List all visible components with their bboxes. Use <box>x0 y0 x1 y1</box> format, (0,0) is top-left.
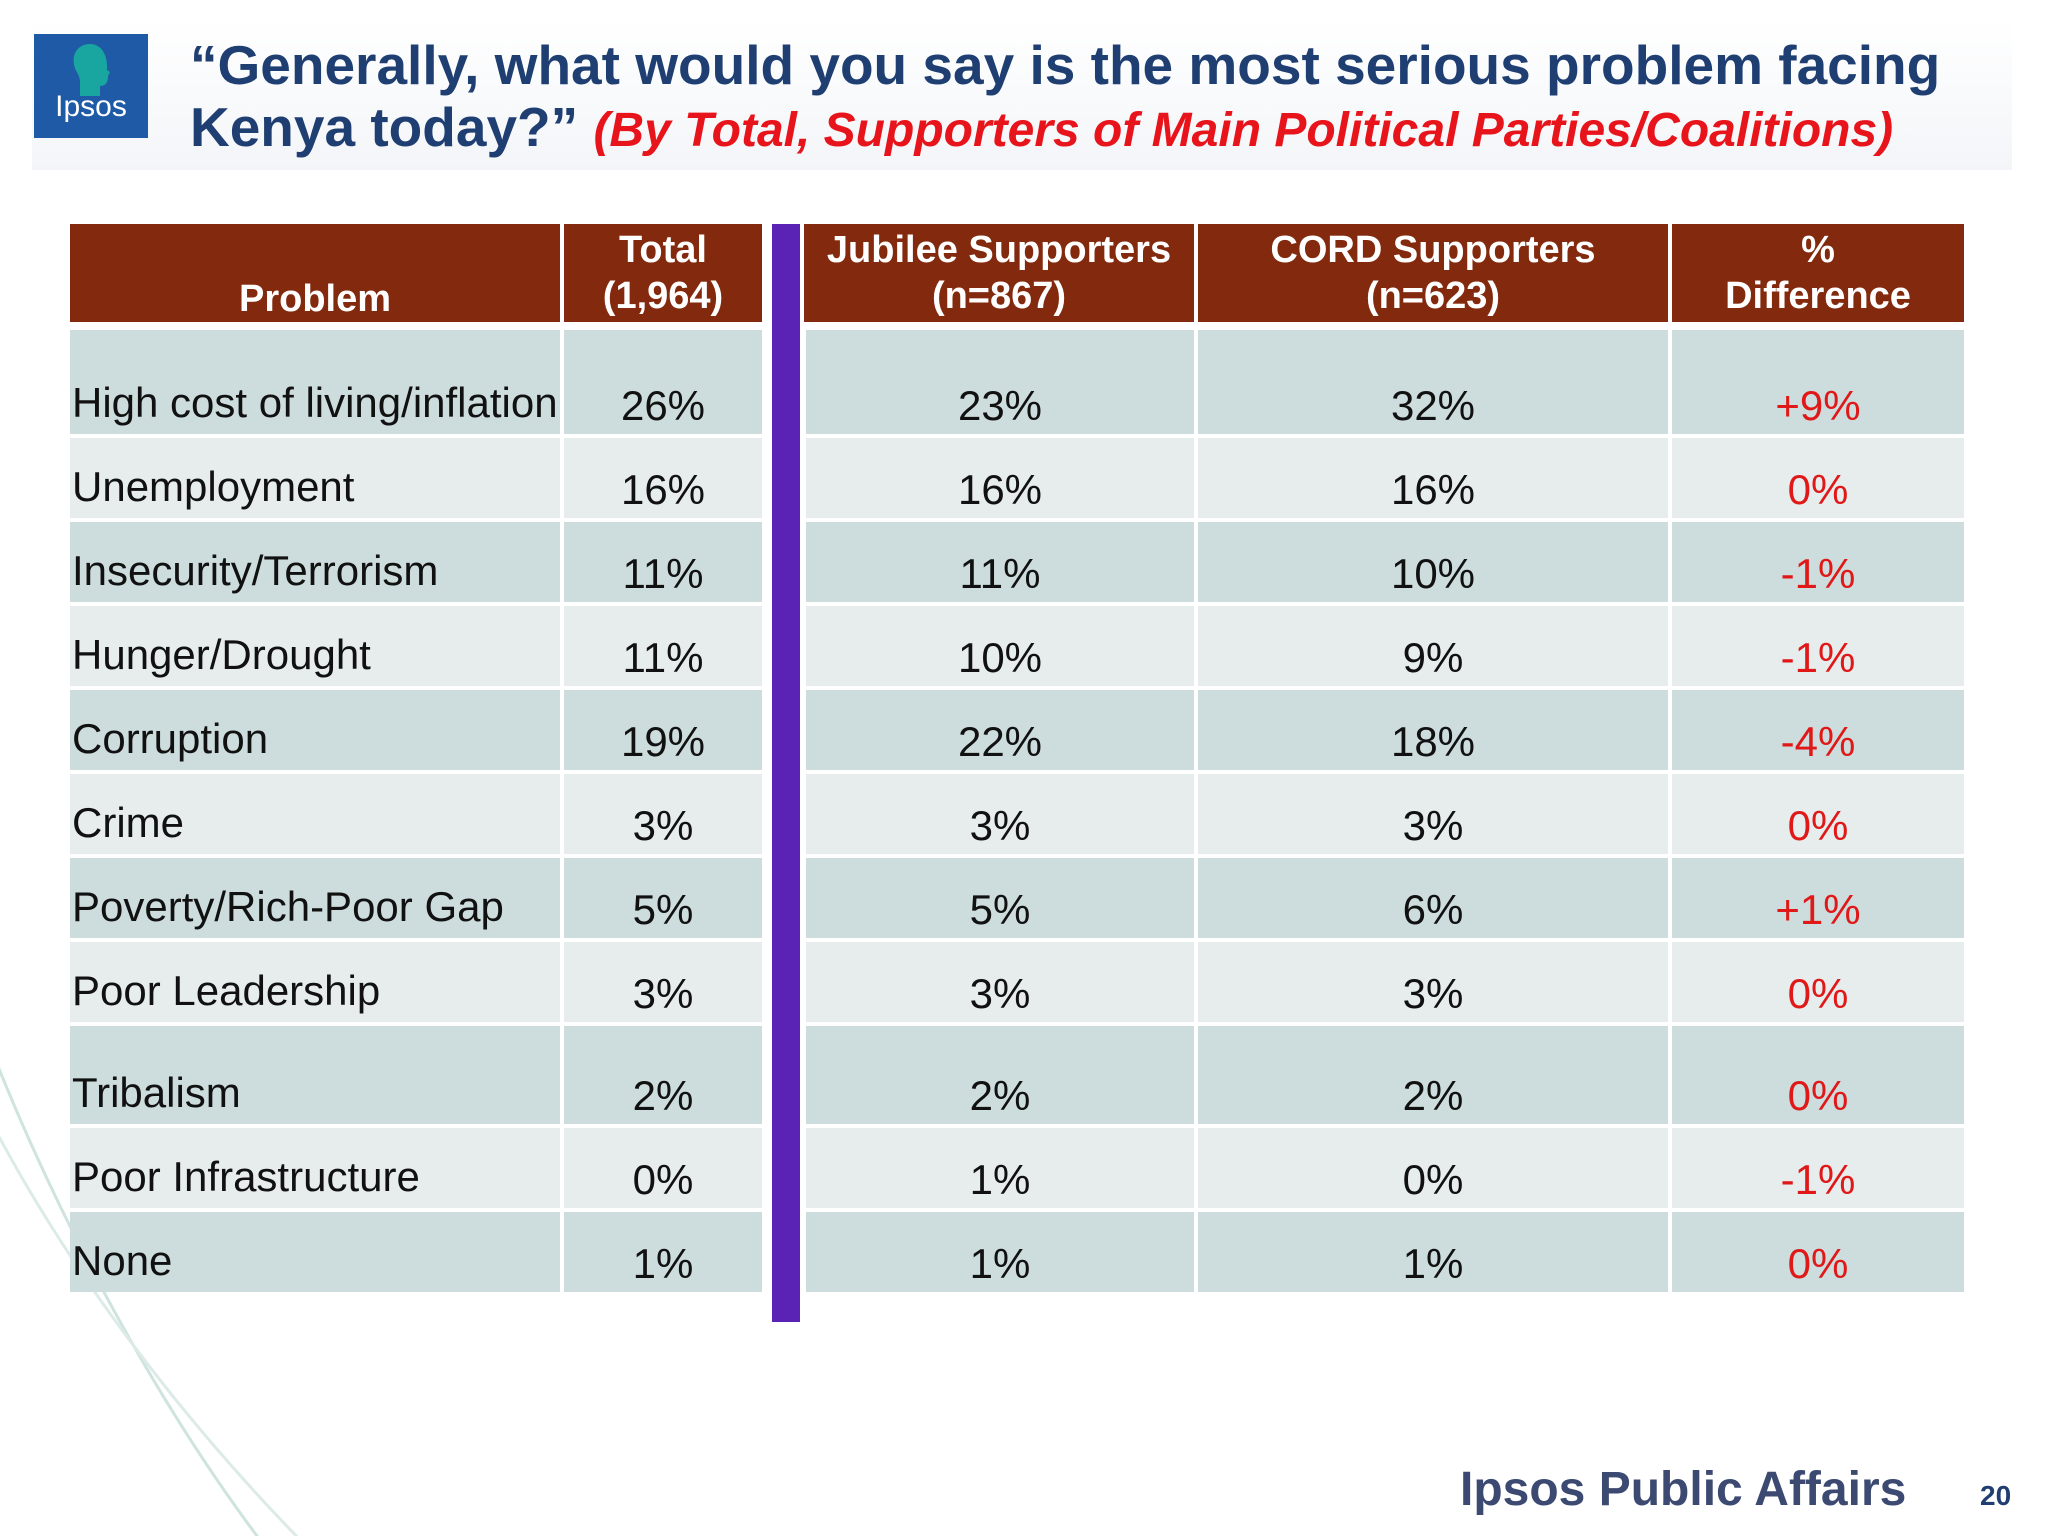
cell-diff: +1% <box>1672 858 1964 938</box>
footer-brand: Ipsos Public Affairs <box>1460 1463 1907 1516</box>
cell-problem: Tribalism <box>70 1026 560 1124</box>
cell-jubilee: 23% <box>806 330 1194 434</box>
head-silhouette-icon <box>73 44 110 96</box>
cell-cord: 18% <box>1198 690 1668 770</box>
cell-cord: 16% <box>1198 438 1668 518</box>
cell-total: 0% <box>564 1128 762 1208</box>
table-row: Insecurity/Terrorism 11% 11% 10% -1% <box>70 522 1964 602</box>
table-row: Hunger/Drought 11% 10% 9% -1% <box>70 606 1964 686</box>
cell-cord: 6% <box>1198 858 1668 938</box>
cell-total: 11% <box>564 522 762 602</box>
column-divider-bar <box>772 224 800 1322</box>
cell-jubilee: 11% <box>806 522 1194 602</box>
cell-total: 3% <box>564 774 762 854</box>
cell-jubilee: 3% <box>806 774 1194 854</box>
cell-jubilee: 3% <box>806 942 1194 1022</box>
cell-diff: -1% <box>1672 522 1964 602</box>
cell-problem: High cost of living/inflation <box>70 330 560 434</box>
table-row: Poor Leadership 3% 3% 3% 0% <box>70 942 1964 1022</box>
cell-jubilee: 16% <box>806 438 1194 518</box>
cell-cord: 0% <box>1198 1128 1668 1208</box>
ipsos-logo: Ipsos <box>34 34 148 138</box>
cell-problem: Poverty/Rich-Poor Gap <box>70 858 560 938</box>
header-cord: CORD Supporters (n=623) <box>1198 224 1668 322</box>
table-row: None 1% 1% 1% 0% <box>70 1212 1964 1292</box>
cell-total: 3% <box>564 942 762 1022</box>
results-table: Problem Total (1,964) Jubilee Supporters(… <box>70 224 1964 1326</box>
header-band <box>32 20 2012 170</box>
slide-title: “Generally, what would you say is the mo… <box>190 34 2020 162</box>
cell-diff: 0% <box>1672 1212 1964 1292</box>
logo-text: Ipsos <box>55 90 127 123</box>
cell-cord: 3% <box>1198 774 1668 854</box>
cell-jubilee: 10% <box>806 606 1194 686</box>
cell-jubilee: 1% <box>806 1128 1194 1208</box>
table-row: Crime 3% 3% 3% 0% <box>70 774 1964 854</box>
cell-jubilee: 2% <box>806 1026 1194 1124</box>
cell-cord: 10% <box>1198 522 1668 602</box>
cell-jubilee: 5% <box>806 858 1194 938</box>
cell-problem: Poor Infrastructure <box>70 1128 560 1208</box>
table-row: High cost of living/inflation 26% 23% 32% +9… <box>70 330 1964 434</box>
cell-total: 26% <box>564 330 762 434</box>
table-row: Poverty/Rich-Poor Gap 5% 5% 6% +1% <box>70 858 1964 938</box>
cell-problem: Insecurity/Terrorism <box>70 522 560 602</box>
cell-total: 19% <box>564 690 762 770</box>
table-row: Poor Infrastructure 0% 1% 0% -1% <box>70 1128 1964 1208</box>
cell-diff: 0% <box>1672 774 1964 854</box>
cell-diff: 0% <box>1672 942 1964 1022</box>
cell-cord: 3% <box>1198 942 1668 1022</box>
table-row: Tribalism 2% 2% 2% 0% <box>70 1026 1964 1124</box>
cell-cord: 2% <box>1198 1026 1668 1124</box>
header-total: Total (1,964) <box>564 224 762 322</box>
cell-problem: None <box>70 1212 560 1292</box>
cell-cord: 32% <box>1198 330 1668 434</box>
cell-diff: -1% <box>1672 1128 1964 1208</box>
cell-problem: Hunger/Drought <box>70 606 560 686</box>
cell-diff: 0% <box>1672 1026 1964 1124</box>
title-subtitle: (By Total, Supporters of Main Political … <box>593 104 1894 157</box>
cell-total: 16% <box>564 438 762 518</box>
cell-cord: 9% <box>1198 606 1668 686</box>
table-header-row: Problem Total (1,964) Jubilee Supporters(… <box>70 224 1964 322</box>
title-question: “Generally, what would you say is the mo… <box>190 34 1941 158</box>
header-difference: % Difference <box>1672 224 1964 322</box>
cell-jubilee: 1% <box>806 1212 1194 1292</box>
cell-total: 5% <box>564 858 762 938</box>
cell-problem: Corruption <box>70 690 560 770</box>
cell-total: 11% <box>564 606 762 686</box>
cell-problem: Poor Leadership <box>70 942 560 1022</box>
cell-total: 1% <box>564 1212 762 1292</box>
header-jubilee: Jubilee Supporters (n=867) <box>804 224 1194 322</box>
cell-diff: -1% <box>1672 606 1964 686</box>
cell-diff: +9% <box>1672 330 1964 434</box>
cell-total: 2% <box>564 1026 762 1124</box>
table-row: Corruption 19% 22% 18% -4% <box>70 690 1964 770</box>
cell-problem: Crime <box>70 774 560 854</box>
cell-diff: 0% <box>1672 438 1964 518</box>
cell-diff: -4% <box>1672 690 1964 770</box>
header-problem: Problem <box>70 224 560 322</box>
cell-cord: 1% <box>1198 1212 1668 1292</box>
cell-problem: Unemployment <box>70 438 560 518</box>
cell-jubilee: 22% <box>806 690 1194 770</box>
table-row: Unemployment 16% 16% 16% 0% <box>70 438 1964 518</box>
page-number: 20 <box>1980 1480 2012 1511</box>
